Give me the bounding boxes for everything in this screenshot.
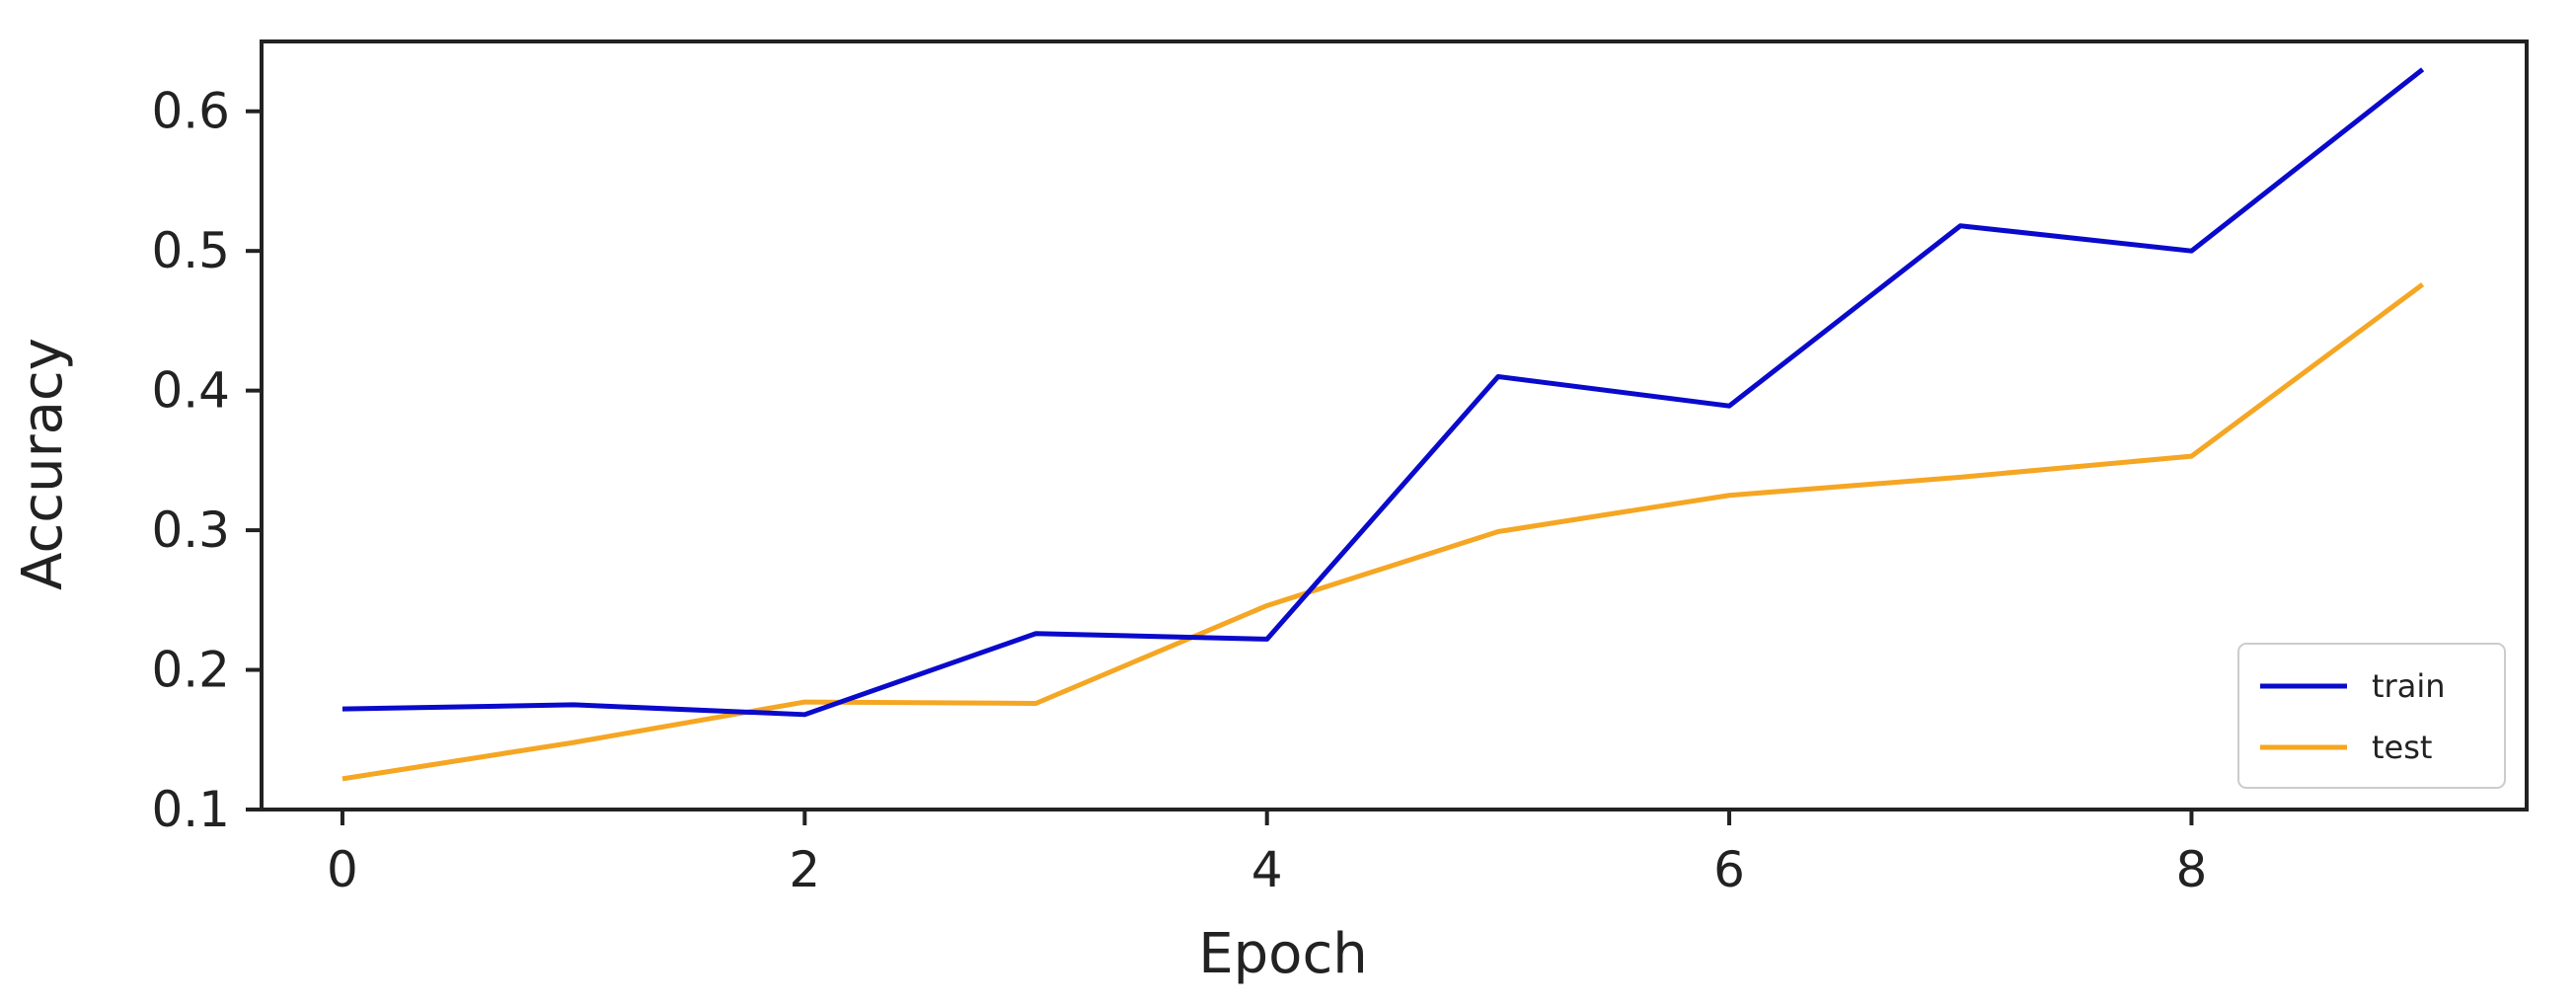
legend-box [2237,643,2506,789]
y-axis-label: Accuracy [11,338,75,590]
y-axis: 0.1 0.2 0.3 0.4 0.5 0.6 [151,83,262,838]
x-axis-label: Epoch [1198,922,1367,986]
x-axis: 0 2 4 6 8 [327,810,2207,898]
y-tick-label: 0.2 [151,642,230,699]
x-tick-label: 4 [1251,841,1283,898]
y-tick-label: 0.6 [151,83,230,140]
series-line-test [341,282,2425,782]
x-tick-label: 0 [327,841,358,898]
series-layer [341,67,2425,782]
y-tick-label: 0.4 [151,362,230,420]
legend: train test [2237,643,2506,789]
y-tick-label: 0.3 [151,502,230,559]
legend-label-test: test [2372,729,2432,766]
x-tick-label: 2 [789,841,820,898]
plot-frame [260,39,2529,812]
x-tick-label: 6 [1713,841,1745,898]
x-tick-label: 8 [2176,841,2208,898]
legend-label-train: train [2372,667,2445,705]
plot-area [260,39,2529,812]
y-tick-label: 0.1 [151,781,230,838]
y-tick-label: 0.5 [151,222,230,279]
series-line-train [341,67,2425,718]
